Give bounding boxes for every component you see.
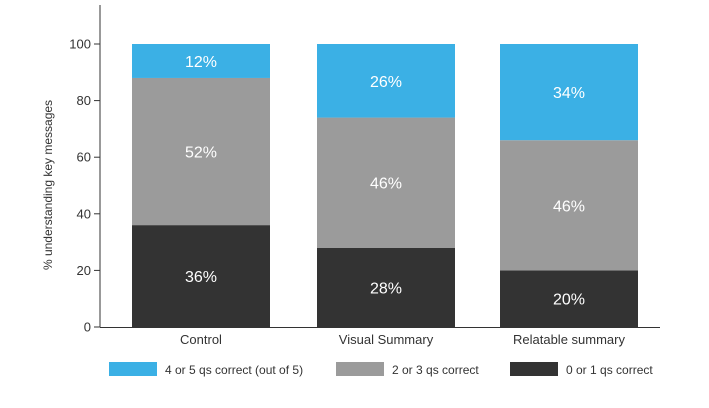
bar-segment-4-or-5-qs-correct-out-of-5 [132, 44, 270, 78]
segment-label: 36% [185, 269, 217, 286]
legend: 4 or 5 qs correct (out of 5) 2 or 3 qs co… [109, 362, 653, 377]
segment-label: 28% [370, 280, 402, 297]
bar-segment-4-or-5-qs-correct-out-of-5 [500, 44, 638, 141]
x-tick-label: Visual Summary [339, 332, 434, 347]
bars: 36% 52% 12% 28% 46% 26% 20% 46% 34% [100, 44, 660, 328]
segment-label: 12% [185, 54, 217, 71]
y-tick-label: 0 [84, 320, 91, 335]
y-tick-label: 20 [77, 263, 91, 278]
bar-segment-2-or-3-qs-correct [317, 117, 455, 248]
legend-swatch [336, 362, 384, 376]
x-tick-label: Relatable summary [513, 332, 625, 347]
segment-label: 34% [553, 85, 585, 102]
y-tick-label: 80 [77, 93, 91, 108]
legend-item-2-or-3-qs-correct: 2 or 3 qs correct [336, 362, 479, 377]
segment-label: 52% [185, 145, 217, 162]
bar-segment-0-or-1-qs-correct [317, 247, 455, 327]
bar-group-relatable-summary: 20% 46% 34% [500, 44, 638, 327]
segment-label: 46% [370, 176, 402, 193]
bar-segment-2-or-3-qs-correct [132, 77, 270, 226]
x-tick-label: Control [180, 332, 222, 347]
legend-label: 2 or 3 qs correct [392, 363, 479, 377]
legend-item-4-or-5-qs-correct-out-of-5: 4 or 5 qs correct (out of 5) [109, 362, 303, 377]
legend-label: 4 or 5 qs correct (out of 5) [165, 363, 303, 377]
legend-item-0-or-1-qs-correct: 0 or 1 qs correct [510, 362, 653, 377]
bar-segment-4-or-5-qs-correct-out-of-5 [317, 44, 455, 118]
bar-group-control: 36% 52% 12% [132, 44, 270, 327]
x-axis-labels: Control Visual Summary Relatable summary [180, 332, 625, 347]
segment-label: 20% [553, 292, 585, 309]
segment-label: 46% [553, 198, 585, 215]
legend-swatch [510, 362, 558, 376]
legend-swatch [109, 362, 157, 376]
y-axis-label: % understanding key messages [41, 100, 55, 270]
y-tick-label: 60 [77, 150, 91, 165]
bar-group-visual-summary: 28% 46% 26% [317, 44, 455, 327]
y-tick-label: 100 [69, 37, 91, 52]
segment-label: 26% [370, 74, 402, 91]
bar-segment-0-or-1-qs-correct [132, 225, 270, 327]
legend-label: 0 or 1 qs correct [566, 363, 653, 377]
bar-segment-2-or-3-qs-correct [500, 140, 638, 271]
y-tick-label: 40 [77, 206, 91, 221]
bar-segment-0-or-1-qs-correct [500, 270, 638, 327]
y-axis: 0 20 40 60 80 100 [69, 5, 101, 335]
